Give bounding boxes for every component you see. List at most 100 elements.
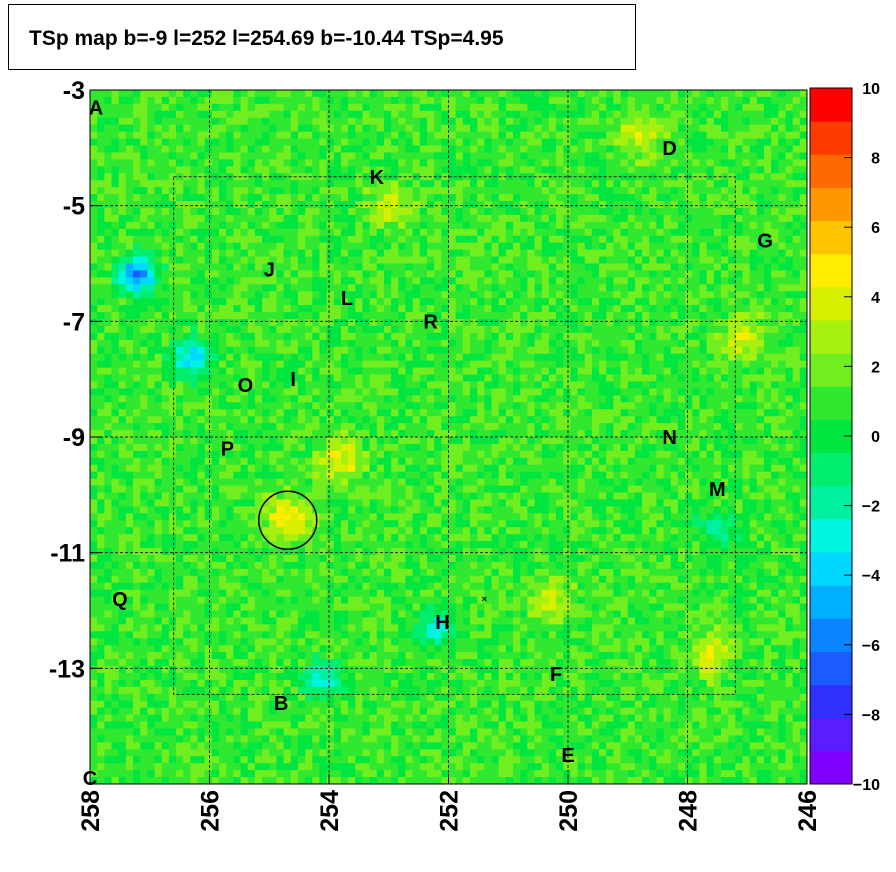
heatmap-cell (190, 388, 199, 396)
heatmap-cell (269, 388, 277, 396)
heatmap-cell (125, 180, 134, 188)
heatmap-cell (599, 305, 607, 313)
heatmap-cell (627, 353, 636, 362)
heatmap-cell (398, 96, 406, 105)
heatmap-cell (663, 228, 672, 237)
heatmap-cell (362, 117, 371, 126)
heatmap-cell (254, 90, 263, 98)
heatmap-cell (412, 291, 421, 299)
heatmap-cell (477, 242, 485, 251)
heatmap-cell (348, 430, 356, 438)
heatmap-cell (513, 353, 521, 362)
heatmap-cell (362, 228, 371, 237)
heatmap-cell (513, 249, 521, 258)
heatmap-cell (176, 416, 184, 424)
heatmap-cell (319, 263, 328, 271)
heatmap-cell (584, 430, 593, 438)
heatmap-cell (642, 201, 650, 209)
heatmap-cell (606, 381, 614, 389)
heatmap-cell (233, 207, 242, 216)
heatmap-cell (441, 367, 449, 376)
heatmap-cell (584, 166, 593, 174)
heatmap-cell (484, 138, 493, 147)
heatmap-cell (477, 90, 485, 98)
heatmap-cell (799, 159, 807, 167)
heatmap-cell (211, 103, 220, 112)
heatmap-cell (713, 103, 722, 112)
heatmap-cell (376, 325, 385, 334)
heatmap-cell (627, 214, 636, 223)
heatmap-cell (283, 346, 292, 355)
heatmap-cell (247, 332, 256, 341)
heatmap-cell (97, 360, 105, 369)
heatmap-cell (720, 214, 729, 223)
heatmap-cell (419, 319, 428, 327)
heatmap-cell (620, 221, 629, 230)
heatmap-cell (685, 423, 693, 431)
heatmap-cell (563, 249, 571, 258)
heatmap-cell (383, 187, 392, 195)
heatmap-cell (470, 235, 478, 244)
heatmap-cell (333, 228, 342, 237)
heatmap-cell (204, 284, 213, 292)
heatmap-cell (355, 138, 363, 147)
heatmap-cell (283, 325, 292, 334)
heatmap-cell (90, 353, 98, 362)
heatmap-cell (520, 249, 528, 258)
heatmap-cell (520, 138, 528, 147)
heatmap-cell (448, 409, 457, 417)
heatmap-cell (785, 277, 794, 285)
heatmap-cell (240, 423, 249, 431)
heatmap-cell (419, 159, 428, 167)
heatmap-cell (183, 263, 191, 271)
heatmap-cell (763, 235, 772, 244)
heatmap-cell (520, 90, 528, 98)
heatmap-cell (649, 291, 657, 299)
heatmap-cell (90, 388, 98, 396)
heatmap-cell (97, 173, 105, 181)
heatmap-cell (685, 263, 693, 271)
heatmap-cell (197, 235, 206, 244)
heatmap-cell (154, 96, 163, 105)
heatmap-cell (663, 353, 672, 362)
heatmap-cell (763, 117, 772, 126)
heatmap-cell (462, 145, 471, 153)
heatmap-cell (326, 249, 335, 258)
heatmap-cell (563, 214, 571, 223)
heatmap-cell (104, 277, 113, 285)
heatmap-cell (434, 90, 442, 98)
heatmap-cell (785, 207, 794, 216)
heatmap-cell (735, 249, 743, 258)
heatmap-cell (176, 194, 184, 202)
heatmap-cell (477, 96, 485, 105)
heatmap-cell (391, 201, 399, 209)
heatmap-cell (548, 353, 557, 362)
heatmap-cell (527, 270, 536, 278)
heatmap-cell (785, 228, 794, 237)
heatmap-cell (326, 242, 335, 251)
heatmap-cell (498, 235, 507, 244)
heatmap-cell (190, 159, 199, 167)
heatmap-cell (441, 124, 449, 133)
heatmap-cell (233, 423, 242, 431)
heatmap-cell (656, 152, 665, 160)
heatmap-cell (462, 395, 471, 403)
heatmap-cell (297, 180, 306, 188)
heatmap-cell (369, 90, 378, 98)
heatmap-cell (584, 242, 593, 251)
heatmap-cell (269, 90, 277, 98)
heatmap-cell (125, 96, 134, 105)
heatmap-cell (240, 221, 249, 230)
heatmap-cell (312, 346, 320, 355)
heatmap-cell (312, 319, 320, 327)
heatmap-cell (685, 249, 693, 258)
heatmap-cell (599, 395, 607, 403)
heatmap-cell (771, 201, 779, 209)
heatmap-cell (147, 110, 156, 119)
heatmap-cell (412, 221, 421, 230)
heatmap-cell (505, 90, 514, 98)
heatmap-cell (190, 249, 199, 258)
heatmap-cell (584, 263, 593, 271)
heatmap-cell (140, 249, 148, 258)
heatmap-cell (749, 228, 758, 237)
